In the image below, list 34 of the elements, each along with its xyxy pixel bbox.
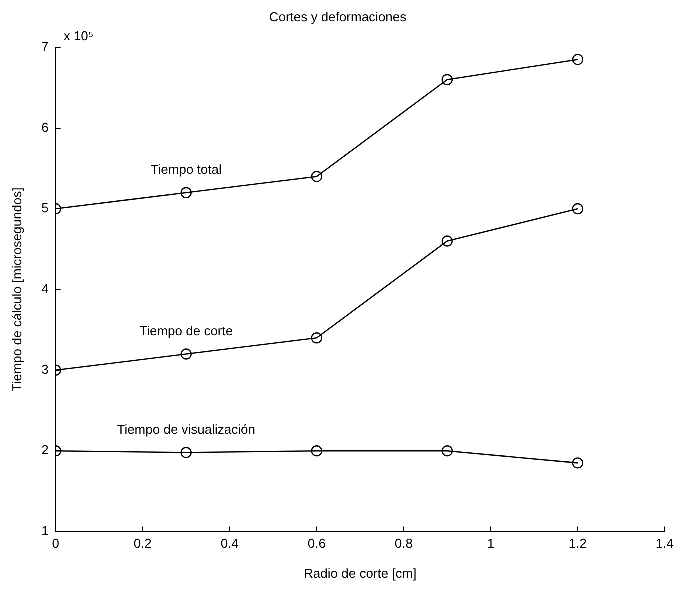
x-axis-title: Radio de corte [cm] xyxy=(304,566,417,581)
point xyxy=(180,187,192,198)
y-tick-label: 2 xyxy=(42,442,49,458)
point xyxy=(442,236,454,247)
series-label: Tiempo total xyxy=(150,162,222,177)
y-tick-label: 1 xyxy=(42,523,49,538)
point xyxy=(180,447,192,458)
point xyxy=(311,332,322,344)
point xyxy=(572,458,584,469)
x-tick-label: 0.6 xyxy=(308,536,326,552)
y-tick-label: 5 xyxy=(42,200,49,216)
x-tick-label: 0.8 xyxy=(394,536,413,552)
point xyxy=(442,74,454,86)
point xyxy=(311,171,322,182)
series-label: Tiempo de corte xyxy=(140,323,234,338)
point xyxy=(572,203,584,215)
x-tick-label: 0.4 xyxy=(220,536,239,552)
x-tick-label: 1.4 xyxy=(656,536,674,552)
point xyxy=(442,446,454,457)
series-label: Tiempo de visualización xyxy=(117,422,256,437)
chart-title: Cortes y deformaciones xyxy=(269,9,408,24)
point xyxy=(572,54,584,66)
x-tick-label: 1.2 xyxy=(568,536,587,552)
text: x 10⁵ xyxy=(64,28,94,44)
y-tick-label: 4 xyxy=(42,281,49,296)
point xyxy=(311,446,322,457)
y-tick-label: 3 xyxy=(42,362,49,377)
x-tick-label: 0.2 xyxy=(134,536,152,552)
x-tick-label: 0 xyxy=(52,536,60,552)
x-tick-label: 1 xyxy=(487,536,495,552)
point xyxy=(180,348,192,360)
y-tick-label: 7 xyxy=(42,39,49,54)
y-axis-title: Tiempo de cálculo [microsegundos] xyxy=(9,188,24,392)
y-tick-label: 6 xyxy=(42,120,49,135)
